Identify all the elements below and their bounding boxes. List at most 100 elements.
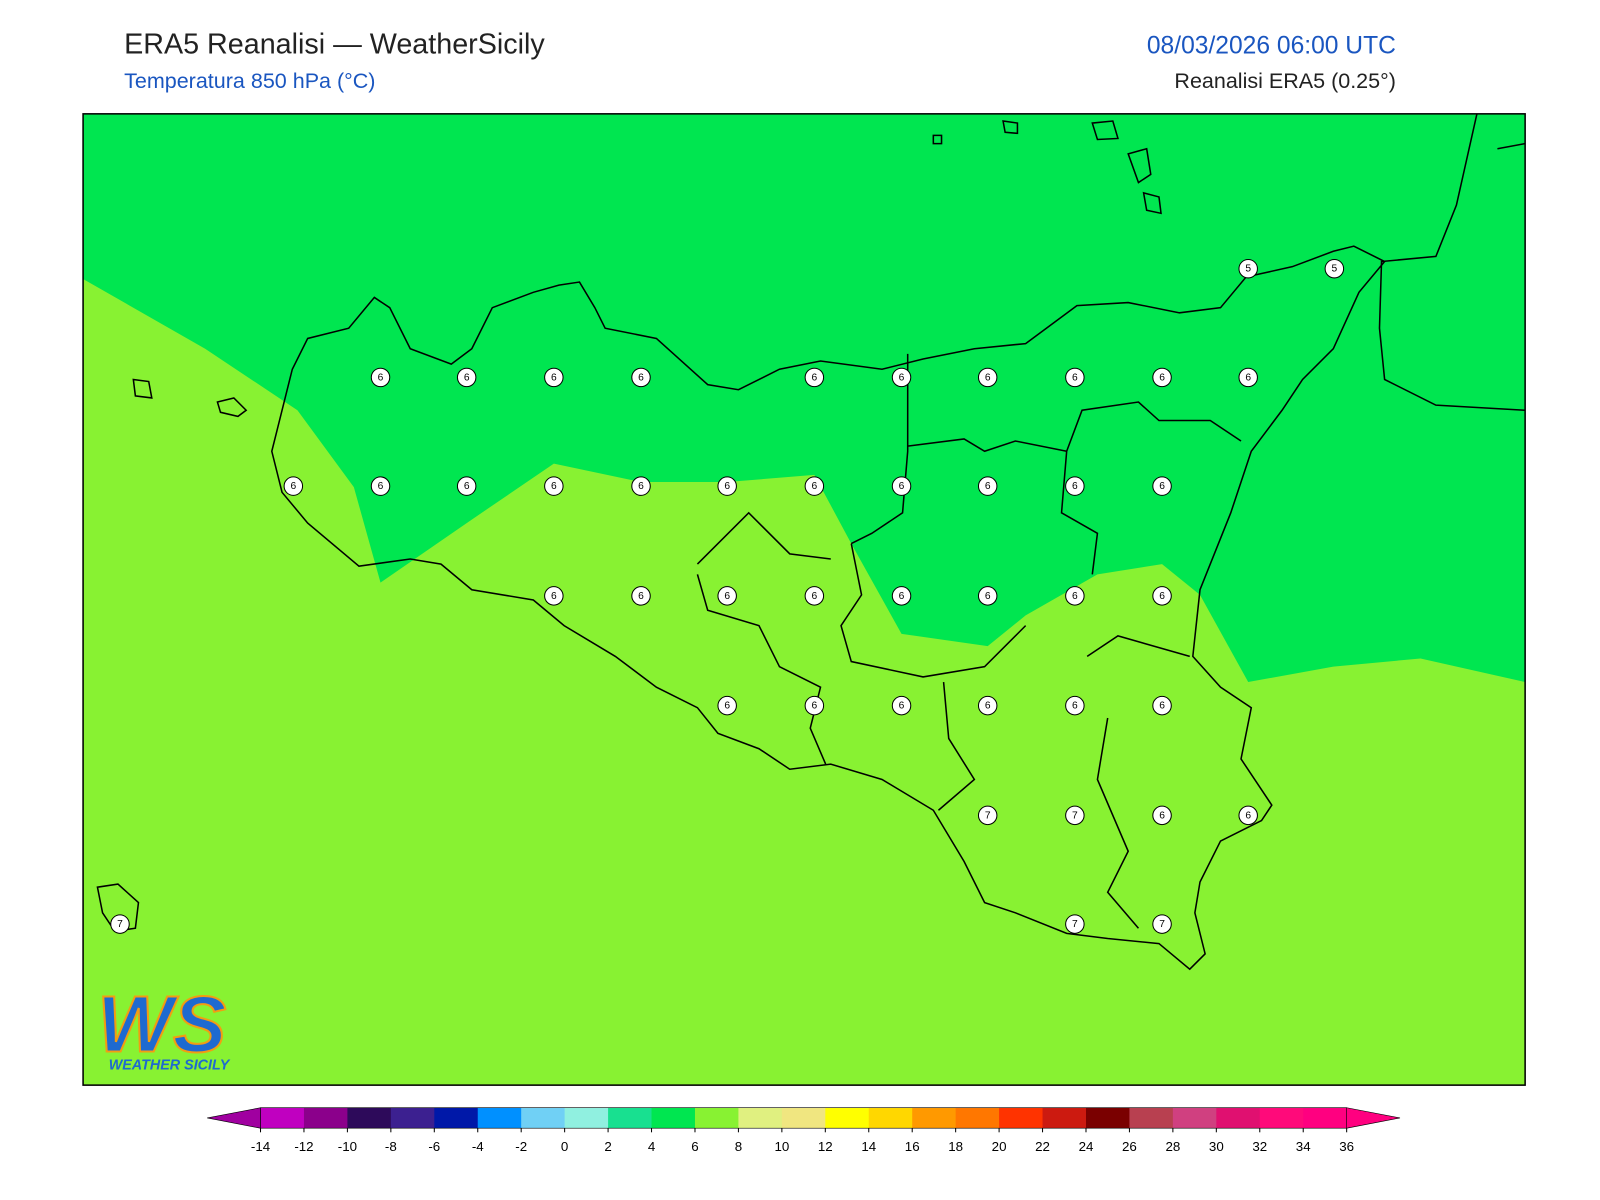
- station-value: 6: [1159, 810, 1165, 821]
- station-marker: [1238, 258, 1258, 279]
- station-value: 6: [812, 701, 818, 712]
- station: 6: [1152, 805, 1172, 826]
- station-value: 6: [551, 591, 557, 602]
- station-marker: [717, 695, 737, 716]
- station: 6: [456, 476, 477, 496]
- station-marker: [544, 476, 564, 496]
- station: 6: [631, 476, 651, 496]
- station: 6: [1238, 805, 1258, 826]
- station-marker: [891, 476, 912, 496]
- station-value: 6: [638, 481, 644, 492]
- station-value: 6: [724, 591, 730, 602]
- station-marker: [891, 367, 912, 388]
- station-value: 6: [1072, 481, 1078, 492]
- station: 6: [1065, 367, 1085, 388]
- map-frame: [82, 113, 1526, 1086]
- colorbar-bin: [1216, 1107, 1261, 1129]
- coastlines: [96, 113, 1526, 971]
- station-marker: [804, 695, 825, 716]
- colorbar-tick-label: -12: [294, 1139, 313, 1154]
- station-value: 6: [812, 372, 818, 383]
- station-marker: [631, 367, 651, 388]
- colorbar-tick-label: 32: [1252, 1139, 1267, 1154]
- station-value: 6: [985, 591, 991, 602]
- station-value: 6: [1245, 372, 1251, 383]
- station-value: 6: [985, 481, 991, 492]
- station-marker: [804, 476, 825, 496]
- station-value: 6: [1072, 701, 1078, 712]
- station-value: 6: [724, 481, 730, 492]
- station-marker: [717, 476, 737, 496]
- station-marker: [370, 476, 391, 496]
- colorbar-tick-label: 4: [648, 1139, 656, 1154]
- colorbar-tick-label: -6: [428, 1139, 440, 1154]
- station: 6: [370, 367, 391, 388]
- station: 6: [1152, 367, 1172, 388]
- station: 6: [717, 586, 737, 606]
- station-value: 6: [899, 481, 905, 492]
- colorbar-bin: [1042, 1107, 1087, 1129]
- station: 6: [544, 476, 564, 496]
- station-marker: [1065, 586, 1085, 606]
- colorbar-bin: [912, 1107, 957, 1129]
- colorbar-bin: [564, 1107, 609, 1129]
- station-value: 6: [551, 372, 557, 383]
- station-value: 6: [1072, 591, 1078, 602]
- station: 6: [631, 586, 651, 606]
- station: 7: [110, 914, 130, 934]
- station-marker: [1152, 695, 1172, 716]
- colorbar-bin: [1085, 1107, 1130, 1129]
- source: Reanalisi ERA5 (0.25°): [1174, 69, 1395, 93]
- colorbar-tick-label: -8: [385, 1139, 397, 1154]
- colorbar-under: [207, 1107, 261, 1129]
- station-marker: [977, 805, 998, 826]
- station-value: 6: [551, 481, 557, 492]
- station-marker: [891, 695, 912, 716]
- colorbar-tick-label: 22: [1035, 1139, 1050, 1154]
- station-value: 6: [464, 481, 470, 492]
- colorbar-tick-label: 20: [992, 1139, 1007, 1154]
- station-value: 6: [378, 372, 384, 383]
- station-value: 6: [464, 372, 470, 383]
- logo-initials: WS: [97, 979, 226, 1068]
- station-value: 7: [985, 810, 991, 821]
- colorbar-bin: [477, 1107, 522, 1129]
- station-value: 6: [985, 701, 991, 712]
- station-value: 7: [117, 919, 123, 930]
- field-high: [83, 113, 1526, 683]
- station: 6: [1065, 476, 1085, 496]
- colorbar-bin: [608, 1107, 653, 1129]
- station: 6: [891, 695, 912, 716]
- station-marker: [977, 586, 998, 606]
- map: 5 5 6 6 6 6 6 6 6 6 6 6 6 6 6 6 6 6 6 6 6 6 6 6 6 6 6 6 6 6 6 6 6 6 6 6 6 7 7 6…: [83, 113, 1526, 1086]
- colorbar-frame: [260, 1107, 1347, 1129]
- station-marker: [1152, 367, 1172, 388]
- station-marker: [977, 476, 998, 496]
- station: 6: [891, 586, 912, 606]
- colorbar-tick-label: 16: [905, 1139, 920, 1154]
- station-value: 6: [812, 591, 818, 602]
- figure-content: ERA5 Reanalisi — WeatherSicily Temperatu…: [82, 28, 1526, 1154]
- station: 6: [804, 367, 825, 388]
- station: 6: [1065, 586, 1085, 606]
- colorbar-bin: [390, 1107, 435, 1129]
- station: 6: [370, 476, 391, 496]
- datetime: 08/03/2026 06:00 UTC: [1147, 32, 1396, 59]
- colorbar-bin: [347, 1107, 392, 1129]
- station: 6: [977, 695, 998, 716]
- station-value: 6: [985, 372, 991, 383]
- station-value: 5: [1245, 264, 1251, 275]
- station: 6: [717, 476, 737, 496]
- station-value: 7: [1159, 919, 1165, 930]
- station-value: 6: [899, 372, 905, 383]
- station: 6: [891, 476, 912, 496]
- colorbar-tick-label: 14: [861, 1139, 876, 1154]
- station: 6: [804, 476, 825, 496]
- colorbar-tick-label: 2: [604, 1139, 611, 1154]
- colorbar-bin: [1259, 1107, 1304, 1129]
- colorbar-tick-label: 36: [1339, 1139, 1354, 1154]
- station-marker: [1152, 914, 1172, 934]
- station-marker: [717, 586, 737, 606]
- station-marker: [1324, 258, 1345, 279]
